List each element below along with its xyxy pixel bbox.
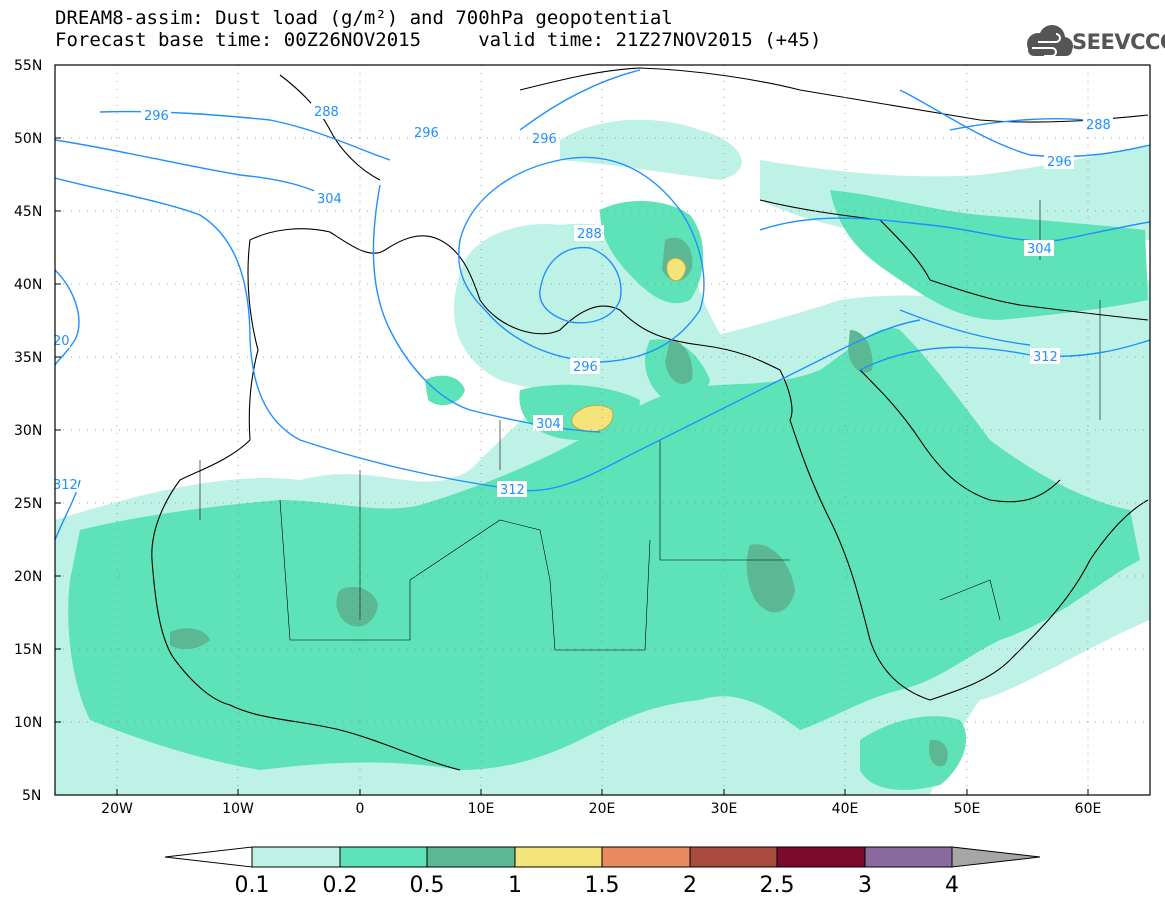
colorbar-label: 1: [508, 873, 522, 898]
lon-tick-label: 60E: [1075, 801, 1102, 817]
lat-tick-label: 50N: [14, 131, 42, 147]
colorbar-swatch: [776, 846, 866, 868]
lat-tick-label: 20N: [14, 569, 42, 585]
colorbar-swatch: [601, 846, 691, 868]
contour-label: 304: [317, 192, 342, 207]
dust-band-0.5-1: [170, 237, 948, 767]
map-title: DREAM8-assim: Dust load (g/m²) and 700hP…: [55, 7, 673, 29]
colorbar-swatch: [514, 846, 603, 868]
contour-label: 296: [1047, 155, 1072, 170]
lat-tick-label: 15N: [14, 642, 42, 658]
colorbar-label: 3: [858, 873, 872, 898]
lat-tick-label: 25N: [14, 496, 42, 512]
logo-text: SEEVCCC: [1072, 30, 1165, 54]
contour-label: 296: [144, 109, 169, 124]
colorbar-label: 0.2: [323, 873, 358, 898]
contour-label: 312: [1033, 350, 1058, 365]
coastlines: [151, 67, 1149, 771]
contour-label: 20: [53, 334, 70, 349]
graticule: [55, 65, 1150, 795]
colorbar-label: 2: [683, 873, 697, 898]
contour-label: 296: [532, 132, 557, 147]
colorbar-swatch: [689, 846, 778, 868]
colorbar-labels: 0.1 0.2 0.5 1 1.5 2 2.5 3 4: [235, 873, 960, 898]
contour-label: 296: [573, 360, 598, 375]
colorbar-swatch: [864, 846, 953, 868]
colorbar-low-arrow: [164, 846, 253, 868]
colorbar-label: 2.5: [760, 873, 795, 898]
contour-labels: 296 288 296 304 296 288 304 296 304 288 …: [53, 103, 1113, 498]
lon-tick-label: 50E: [954, 801, 981, 817]
lon-tick-label: 20E: [589, 801, 616, 817]
longitude-labels: 20W 10W 0 10E 20E 30E 40E 50E 60E: [101, 801, 1101, 817]
colorbar-label: 0.5: [410, 873, 445, 898]
contour-label: 288: [577, 227, 602, 242]
lat-tick-label: 30N: [14, 423, 42, 439]
lon-tick-label: 0: [356, 801, 365, 817]
lat-tick-label: 45N: [14, 204, 42, 220]
contour-label: 296: [414, 126, 439, 141]
dust-band-1-1.5: [571, 257, 687, 433]
lon-tick-label: 10W: [222, 801, 254, 817]
lon-tick-label: 30E: [711, 801, 738, 817]
colorbar-swatch: [426, 846, 516, 868]
contour-label: 288: [1086, 118, 1111, 133]
lat-tick-label: 55N: [14, 58, 42, 74]
latitude-labels: 55N 50N 45N 40N 35N 30N 25N 20N 15N 10N …: [14, 58, 42, 804]
contour-label: 288: [314, 105, 339, 120]
colorbar-label: 4: [945, 873, 959, 898]
country-borders: [199, 200, 1101, 651]
forecast-time-subtitle: Forecast base time: 00Z26NOV2015 valid t…: [55, 29, 822, 51]
contour-label: 304: [536, 417, 561, 432]
colorbar-label: 1.5: [585, 873, 620, 898]
lon-tick-label: 40E: [832, 801, 859, 817]
lat-tick-label: 35N: [14, 350, 42, 366]
contour-label: 312: [53, 478, 78, 493]
contour-label: 312: [500, 483, 525, 498]
lon-tick-label: 10E: [468, 801, 495, 817]
colorbar-swatch: [339, 846, 428, 868]
contour-label: 304: [1027, 242, 1052, 257]
lon-tick-label: 20W: [101, 801, 133, 817]
colorbar-swatch: [251, 846, 341, 868]
map-canvas: 296 288 296 304 296 288 304 296 304 288 …: [53, 65, 1150, 795]
colorbar: [164, 846, 1041, 868]
lat-tick-label: 5N: [22, 788, 41, 804]
colorbar-label: 0.1: [235, 873, 270, 898]
lat-tick-label: 10N: [14, 715, 42, 731]
lat-tick-label: 40N: [14, 277, 42, 293]
cloud-icon: [1027, 25, 1073, 57]
colorbar-high-arrow: [951, 846, 1041, 868]
axis-ticks: [55, 64, 1089, 795]
